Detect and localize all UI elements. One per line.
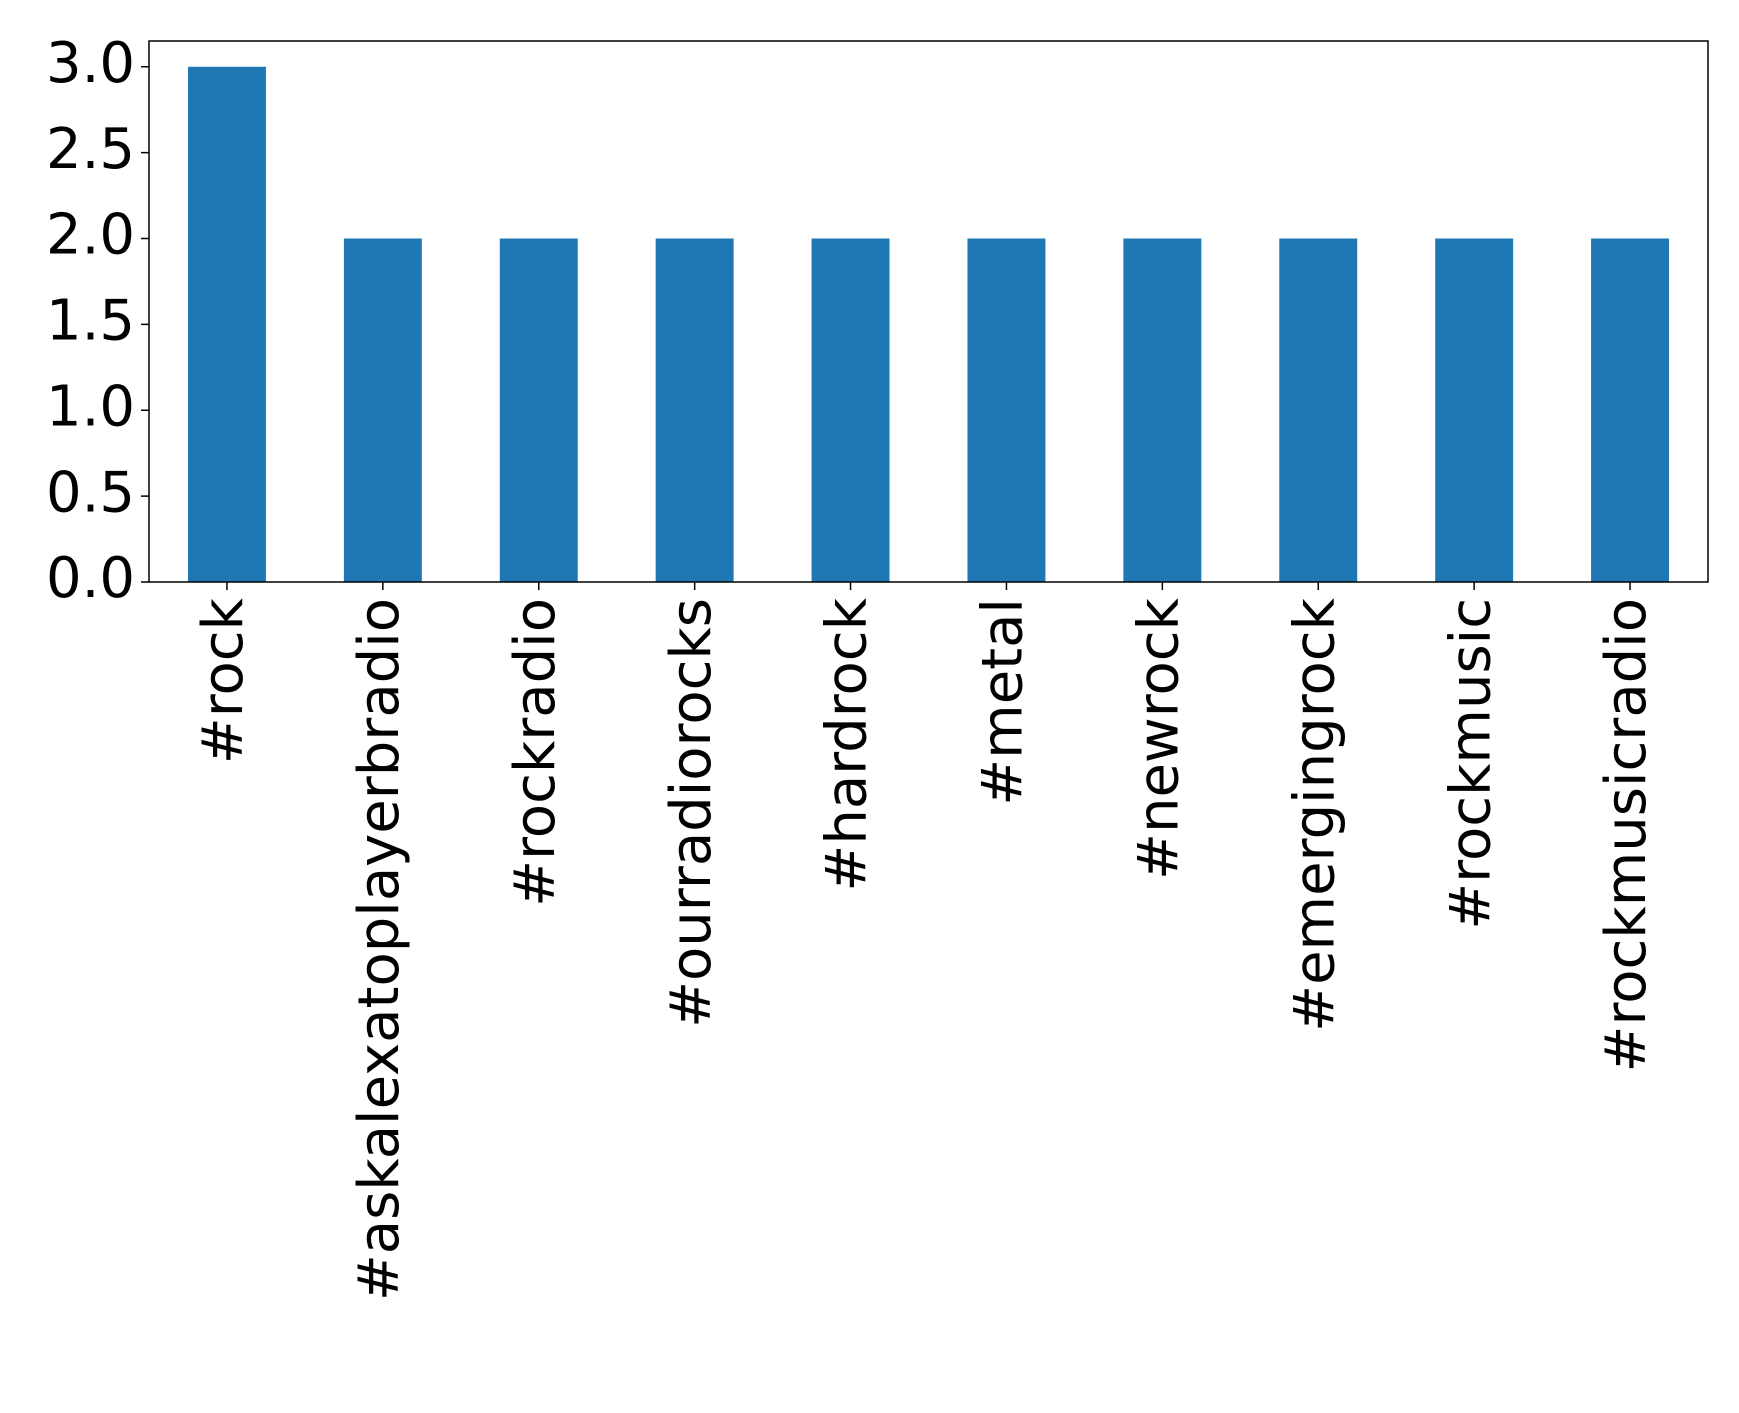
plot-frame bbox=[148, 40, 1709, 583]
x-tick-label: #rock bbox=[191, 597, 256, 764]
y-tick-label: 1.0 bbox=[46, 374, 135, 439]
bar bbox=[967, 238, 1046, 582]
x-tick-label: #rockmusicradio bbox=[1594, 598, 1659, 1072]
bar bbox=[811, 238, 890, 582]
bar bbox=[1591, 238, 1670, 582]
x-tick-label: #metal bbox=[971, 598, 1036, 806]
x-tick-label: #hardrock bbox=[815, 597, 880, 891]
x-tick-label: #rockradio bbox=[503, 598, 568, 907]
bar bbox=[1435, 238, 1514, 582]
bar bbox=[187, 66, 266, 582]
bar bbox=[1279, 238, 1358, 582]
x-tick-label: #rockmusic bbox=[1438, 598, 1503, 930]
y-tick-label: 3.0 bbox=[46, 31, 135, 96]
bar bbox=[1123, 238, 1202, 582]
bar bbox=[343, 238, 422, 582]
y-tick-label: 1.5 bbox=[46, 289, 135, 354]
y-tick-label: 0.5 bbox=[46, 460, 135, 525]
x-tick-label: #askalexatoplayerbradio bbox=[347, 598, 412, 1301]
bar bbox=[655, 238, 734, 582]
y-tick-label: 0.0 bbox=[46, 546, 135, 611]
y-tick-label: 2.0 bbox=[46, 203, 135, 268]
x-tick-label: #ourradiorocks bbox=[659, 598, 724, 1028]
bar bbox=[499, 238, 578, 582]
x-tick-label: #emergingrock bbox=[1282, 597, 1347, 1031]
y-tick-label: 2.5 bbox=[46, 117, 135, 182]
x-tick-label: #newrock bbox=[1126, 597, 1191, 880]
